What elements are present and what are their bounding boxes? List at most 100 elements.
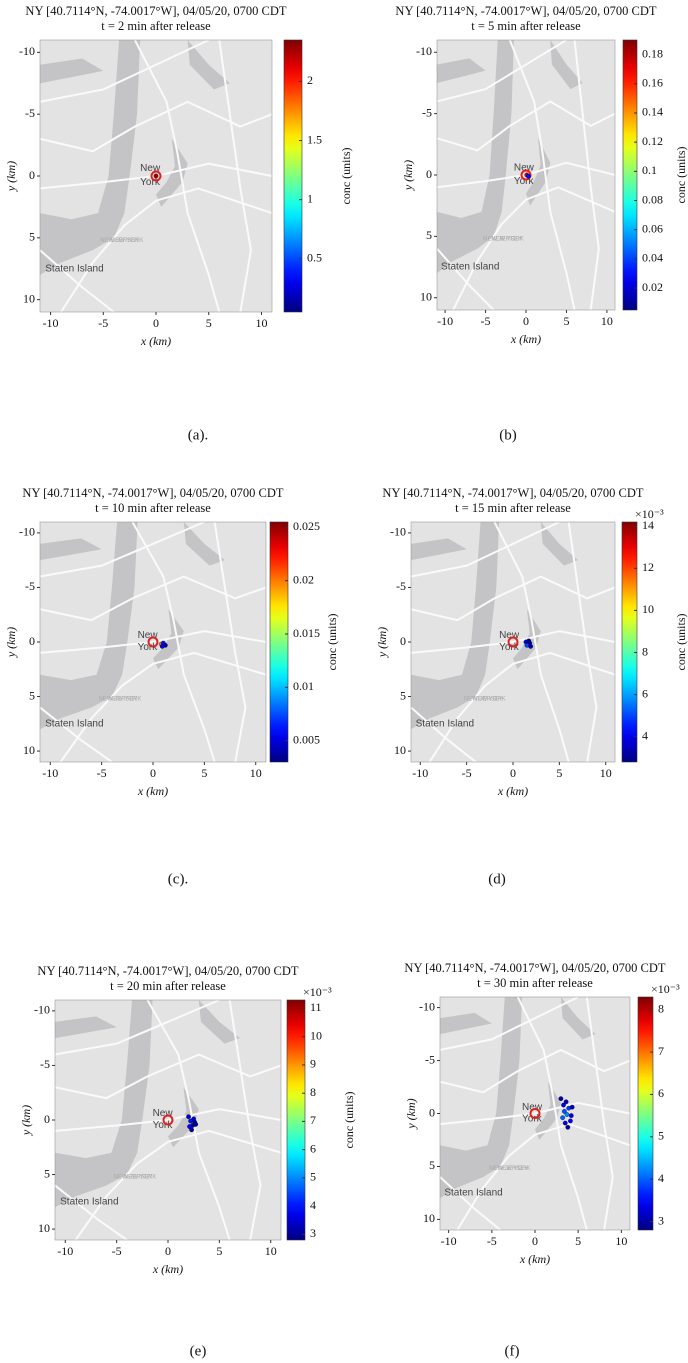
caption: (e): [190, 1343, 207, 1359]
road: [411, 575, 615, 622]
release-point: [150, 170, 162, 182]
y-tick-label: -5: [40, 1057, 50, 1071]
colorbar-tick-label: 3: [658, 1213, 664, 1227]
colorbar-tick-label: 0.01: [293, 679, 314, 693]
plume-particle: [562, 1120, 568, 1126]
map-label: NEW JERSEY: [100, 238, 139, 244]
x-tick-label: 5: [206, 316, 212, 330]
colorbar-label: conc (units): [339, 148, 353, 205]
colorbar-tick-label: 0.12: [642, 134, 663, 148]
title: NY [40.7114°N, -74.0017°W], 04/05/20, 07…: [404, 961, 665, 975]
y-tick-label: 5: [44, 1166, 50, 1180]
water: [183, 522, 225, 566]
road: [40, 249, 115, 312]
y-tick-label: -10: [19, 44, 35, 58]
colorbar-tick-label: 0.005: [293, 732, 320, 746]
x-tick-label: 5: [556, 766, 562, 780]
map-label: York: [499, 642, 520, 653]
y-axis-label: y (km): [4, 627, 18, 658]
water: [437, 58, 486, 83]
y-tick-label: 10: [394, 743, 406, 757]
map-label: NEW YORK: [491, 236, 524, 242]
road: [55, 1108, 281, 1132]
subtitle: t = 30 min after release: [477, 976, 593, 990]
colorbar-tick-label: 4: [310, 1198, 316, 1212]
y-tick-label: 0: [400, 634, 406, 648]
road: [440, 997, 579, 1051]
x-tick-label: -5: [112, 1244, 122, 1258]
x-axis-label: x (km): [510, 332, 541, 346]
colorbar-tick-label: 9: [310, 1057, 316, 1071]
subtitle: t = 5 min after release: [471, 19, 581, 33]
x-tick-label: 10: [255, 316, 267, 330]
map-label: NEW YORK: [111, 238, 144, 244]
x-tick-label: 5: [575, 1234, 581, 1248]
x-tick-label: 10: [250, 766, 262, 780]
map-label: NEW JERSEY: [114, 1174, 153, 1180]
plume-particle: [563, 1099, 569, 1105]
colorbar-tick-label: 10: [310, 1028, 322, 1042]
colorbar-tick-label: 6: [310, 1141, 316, 1155]
plume-particle: [528, 644, 533, 649]
colorbar: [622, 39, 638, 311]
map-label: York: [140, 177, 161, 188]
map-label: Staten Island: [416, 718, 474, 729]
colorbar-tick-label: 0.015: [293, 626, 320, 640]
map-label: NEW YORK: [109, 696, 142, 702]
colorbar-tick-label: 0.14: [642, 105, 663, 119]
water: [411, 538, 467, 561]
title: NY [40.7114°N, -74.0017°W], 04/05/20, 07…: [25, 4, 286, 18]
x-tick-label: -5: [481, 314, 491, 328]
y-tick-label: -5: [425, 1052, 435, 1066]
water: [198, 1000, 240, 1044]
x-tick-label: 0: [165, 1244, 171, 1258]
water: [40, 538, 102, 561]
x-tick-label: -10: [437, 314, 453, 328]
x-tick-label: 10: [615, 1234, 627, 1248]
subtitle: t = 15 min after release: [455, 501, 571, 515]
road: [60, 187, 272, 312]
colorbar-tick-label: 1: [307, 191, 313, 205]
road: [428, 651, 615, 762]
x-axis-label: x (km): [140, 334, 171, 348]
colorbar: [621, 521, 638, 763]
colorbar-tick-label: 8: [658, 1001, 664, 1015]
road: [74, 1129, 281, 1240]
colorbar-tick-label: 12: [642, 560, 654, 574]
road: [134, 40, 221, 312]
colorbar-tick-label: 10: [642, 602, 654, 616]
map-label: New: [140, 163, 161, 174]
caption: (b): [499, 427, 517, 443]
map-label: York: [153, 1120, 174, 1131]
water: [411, 522, 500, 730]
colorbar-tick-label: 14: [642, 518, 654, 532]
colorbar-tick-label: 0.18: [642, 46, 663, 60]
plume-particle: [153, 173, 159, 179]
road: [411, 522, 560, 578]
road: [40, 630, 266, 654]
release-point: [162, 1114, 174, 1126]
map-label: NEW YORK: [124, 1174, 157, 1180]
colorbar-tick-label: 0.08: [642, 192, 663, 206]
road: [493, 522, 570, 762]
map-label: Staten Island: [45, 718, 103, 729]
road: [585, 997, 614, 1230]
caption: (c).: [168, 871, 188, 887]
y-tick-label: -5: [396, 579, 406, 593]
y-tick-label: -10: [419, 999, 435, 1013]
colorbar: [286, 999, 306, 1241]
colorbar-tick-label: 0.5: [307, 251, 322, 265]
map-label: Staten Island: [441, 262, 499, 273]
map-label: New: [153, 1108, 174, 1119]
map-label: New: [522, 1102, 543, 1113]
x-tick-label: 0: [510, 766, 516, 780]
y-axis-label: y (km): [401, 160, 415, 191]
colorbar-tick-label: 7: [658, 1044, 664, 1058]
x-axis-label: x (km): [152, 1262, 183, 1276]
colorbar-label: conc (units): [325, 614, 339, 671]
